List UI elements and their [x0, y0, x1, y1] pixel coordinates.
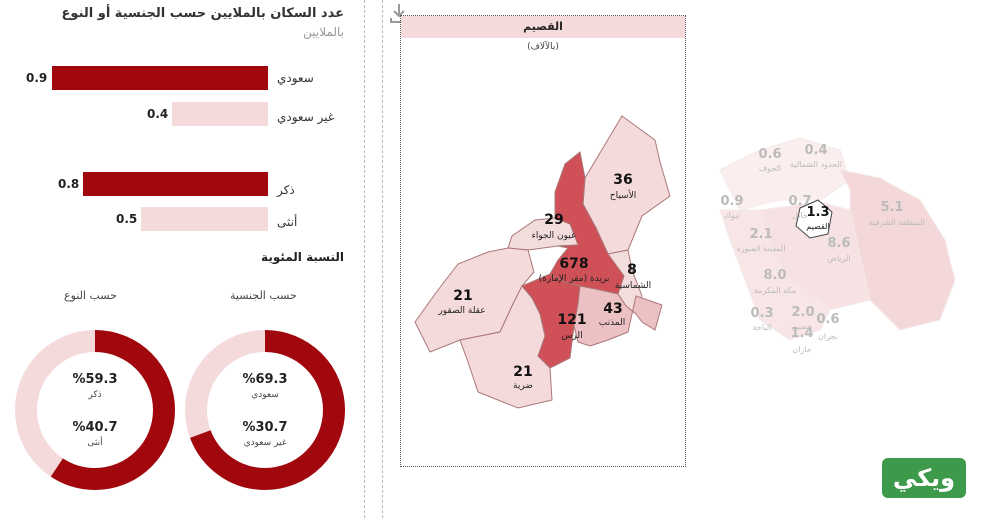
district-buraydah-value: 678 [559, 256, 589, 272]
donut-gender-secondary-label: أنثى [87, 438, 103, 448]
region-map-unit: (بالآلاف) [527, 42, 559, 52]
ksa-tabuk-value: 0.9 [720, 194, 744, 209]
donut-gender-primary-label: ذكر [88, 390, 102, 400]
ksa-makkah-value: 8.0 [763, 268, 787, 283]
district-dariyah-name: ضرية [513, 381, 533, 391]
district-midhnab[interactable] [573, 285, 663, 347]
donut-gender-primary-value: %59.3 [72, 372, 118, 387]
bar-male [83, 172, 268, 196]
ksa-jawf-value: 0.6 [758, 147, 782, 162]
ksa-northern-name: الحدود الشمالية [790, 160, 842, 169]
ksa-jazan-value: 1.4 [790, 326, 814, 341]
bar-male-value: 0.8 [58, 177, 80, 191]
bar-male-label: ذكر [277, 183, 295, 197]
donut-charts [15, 330, 345, 490]
ksa-najran-value: 0.6 [816, 312, 840, 327]
district-rass-value: 121 [557, 312, 587, 328]
district-dariyah-value: 21 [513, 364, 533, 380]
qassim-map [414, 115, 671, 409]
district-asyah-value: 36 [613, 172, 633, 188]
ksa-hail-name: حائل [792, 211, 808, 220]
district-shimasiyah-value: 8 [627, 262, 637, 278]
ksa-riyadh-name: الرياض [827, 254, 851, 263]
percent-section-title: النسبة المئوية [261, 250, 344, 264]
ksa-madinah-value: 2.1 [749, 227, 773, 242]
chart-title: عدد السكان بالملايين حسب الجنسية أو النو… [61, 6, 344, 21]
district-buraydah-name: بريدة (مقر الإمارة) [538, 274, 610, 284]
chart-subtitle: بالملايين [303, 25, 344, 39]
donut-gender-arc [15, 330, 175, 490]
donut-gender [15, 330, 175, 490]
ksa-riyadh-value: 8.6 [827, 236, 851, 251]
bar-saudi [52, 66, 268, 90]
bar-female [141, 207, 268, 231]
ksa-baha-value: 0.3 [750, 306, 774, 321]
region-map-frame [400, 15, 686, 467]
ksa-northern-value: 0.4 [804, 143, 828, 158]
district-uyun-name: عيون الجواء [531, 231, 577, 241]
district-dariyah[interactable] [459, 285, 553, 409]
bar-non-saudi-label: غير سعودي [277, 110, 335, 124]
donut-nationality-secondary-value: %30.7 [242, 420, 288, 435]
ksa-qassim-value: 1.3 [806, 205, 830, 220]
district-uqlat-name: عقلة الصقور [438, 306, 486, 316]
bar-female-value: 0.5 [116, 212, 138, 226]
bar-female-label: أنثى [277, 215, 298, 229]
donut-nationality-arc [185, 330, 345, 490]
separator-right [382, 0, 383, 518]
ksa-najran-name: نجران [818, 332, 838, 341]
region-map-title: القصيم [401, 16, 685, 38]
donut-gender-title: حسب النوع [64, 289, 117, 302]
district-midhnab-name: المذنب [598, 318, 626, 328]
ksa-eastern-value: 5.1 [880, 200, 904, 215]
donut-nationality-title: حسب الجنسية [230, 289, 297, 302]
ksa-makkah-name: مكة المكرمة [753, 286, 797, 295]
ksa-jazan-name: جازان [792, 345, 812, 354]
ksa-tabuk-name: تبوك [724, 211, 740, 220]
ksa-qassim-name: القصيم [806, 222, 830, 231]
district-shimasiyah-name: الشماسية [614, 281, 652, 291]
ksa-baha-name: الباحة [752, 323, 772, 332]
ksa-jawf-name: الجوف [758, 164, 782, 173]
district-uqlat-value: 21 [453, 288, 473, 304]
donut-nationality-secondary-label: غير سعودي [243, 438, 287, 448]
donut-nationality [185, 330, 345, 490]
wiki-logo[interactable]: ويكي [882, 458, 966, 498]
district-midhnab-value: 43 [603, 301, 623, 317]
ksa-west[interactable] [719, 209, 831, 341]
separator-left [364, 0, 365, 518]
ksa-madinah-name: المدينة المنورة [736, 244, 786, 253]
bar-non-saudi [172, 102, 268, 126]
donut-gender-secondary-value: %40.7 [72, 420, 118, 435]
ksa-qassim[interactable] [795, 199, 833, 239]
donut-nationality-primary-value: %69.3 [242, 372, 288, 387]
ksa-asir-value: 2.0 [791, 305, 815, 320]
ksa-asir-name: عسير [793, 322, 813, 331]
district-rass-name: الرس [561, 331, 583, 341]
bar-non-saudi-value: 0.4 [147, 107, 169, 121]
bar-saudi-value: 0.9 [26, 71, 48, 85]
ksa-eastern-name: المنطقة الشرقية [869, 218, 925, 227]
district-uyun-value: 29 [544, 212, 564, 228]
district-asyah-name: الأسياح [609, 191, 637, 201]
ksa-hail-value: 0.7 [788, 194, 812, 209]
bar-saudi-label: سعودي [277, 71, 314, 85]
donut-nationality-primary-label: سعودي [251, 390, 279, 400]
ksa-map [719, 137, 956, 341]
